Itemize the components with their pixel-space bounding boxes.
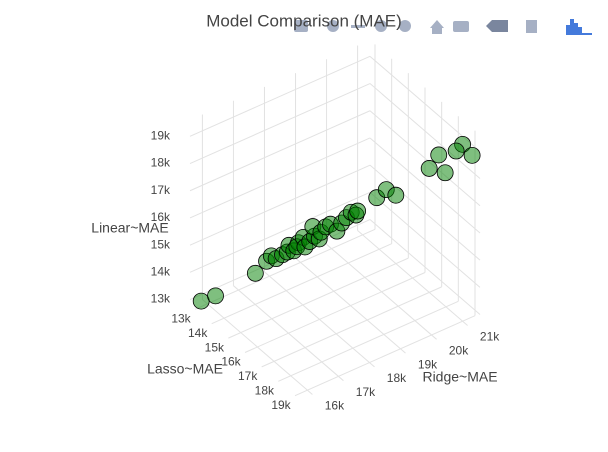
z-tick-label: 17k	[151, 183, 171, 197]
x-tick-label: 20k	[449, 343, 469, 357]
grid-line	[369, 137, 481, 234]
x-tick-label: 16k	[325, 399, 345, 413]
y-tick-label: 18k	[255, 383, 275, 397]
chart-title: Model Comparison (MAE)	[206, 11, 402, 30]
z-tick-label: 13k	[151, 292, 171, 306]
modebar[interactable]	[294, 19, 592, 35]
y-tick-label: 16k	[221, 355, 241, 369]
y-tick-label: 13k	[171, 311, 191, 325]
point	[420, 160, 438, 177]
point	[192, 292, 210, 310]
grid-line	[194, 228, 376, 310]
zoom-icon[interactable]	[327, 20, 339, 32]
orbit-icon[interactable]	[375, 20, 387, 32]
grid-line	[369, 110, 481, 207]
x-tick-label: 21k	[480, 330, 500, 344]
grid-line	[369, 219, 481, 315]
camera-icon[interactable]	[294, 20, 308, 32]
grid-line	[189, 55, 371, 137]
grid-line	[369, 191, 481, 288]
grid-line	[189, 191, 371, 273]
z-axis-title: Linear~MAE	[91, 220, 168, 236]
grid-line	[189, 137, 371, 219]
point	[436, 164, 454, 182]
camera-view-icon[interactable]	[453, 21, 469, 32]
grid-line	[261, 286, 442, 368]
z-tick-label: 18k	[151, 156, 171, 170]
grid-line	[369, 55, 481, 152]
y-axis-title: Lasso~MAE	[147, 361, 223, 377]
point	[349, 202, 367, 220]
spike-icon[interactable]	[526, 20, 537, 33]
point	[246, 264, 264, 282]
grid-line	[189, 164, 371, 246]
grid-line	[369, 83, 481, 179]
y-tick-label: 15k	[205, 340, 225, 354]
grid-line	[278, 300, 459, 382]
turntable-icon[interactable]	[399, 20, 411, 32]
grid-line	[211, 243, 392, 325]
x-tick-label: 19k	[418, 357, 438, 371]
point	[207, 287, 224, 305]
plotly-logo[interactable]	[566, 19, 592, 35]
point	[387, 186, 405, 204]
y-tick-label: 17k	[238, 369, 258, 383]
z-tick-label: 15k	[151, 237, 171, 251]
z-tick-label: 19k	[151, 128, 171, 142]
point	[447, 142, 465, 160]
home-icon[interactable]	[430, 20, 444, 34]
x-axis-title: Ridge~MAE	[422, 369, 497, 385]
grid-line	[189, 110, 371, 192]
grid-line	[294, 315, 476, 397]
z-tick-label: 14k	[151, 265, 171, 279]
pan-icon[interactable]	[351, 25, 365, 28]
point	[430, 146, 448, 164]
z-tick-label: 16k	[151, 210, 171, 224]
grid-line	[244, 272, 426, 353]
x-tick-label: 17k	[356, 385, 376, 399]
grid-line	[228, 257, 409, 339]
y-tick-label: 19k	[271, 398, 291, 412]
grid-line	[369, 164, 481, 261]
x-tick-label: 18k	[387, 371, 407, 385]
grid-line	[189, 83, 371, 164]
hover-icon[interactable]	[486, 20, 508, 32]
point	[463, 146, 481, 164]
y-tick-label: 14k	[188, 326, 208, 340]
